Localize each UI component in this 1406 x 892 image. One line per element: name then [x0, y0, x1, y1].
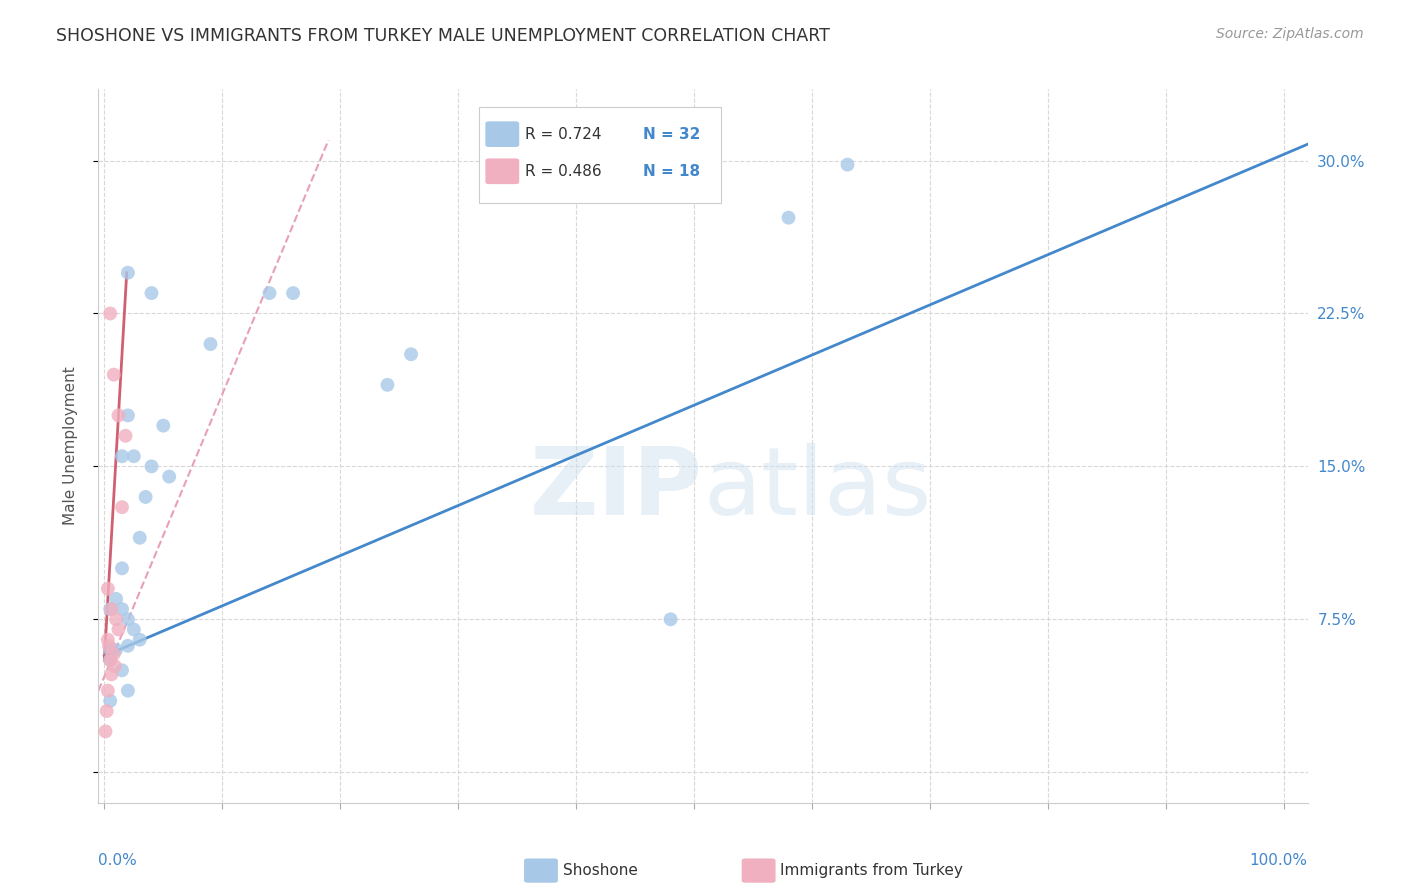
FancyBboxPatch shape	[524, 858, 558, 883]
Point	[157, 469, 180, 483]
Text: R = 0.724: R = 0.724	[526, 127, 602, 142]
Point	[98, 602, 121, 616]
Point	[105, 612, 128, 626]
Point	[117, 683, 139, 698]
Point	[94, 724, 117, 739]
Text: 100.0%: 100.0%	[1250, 853, 1308, 868]
Point	[837, 158, 859, 172]
Point	[778, 211, 800, 225]
Text: ZIP: ZIP	[530, 442, 703, 535]
Point	[111, 663, 134, 677]
Point	[98, 643, 121, 657]
Point	[103, 647, 125, 661]
Point	[128, 531, 150, 545]
FancyBboxPatch shape	[485, 159, 519, 184]
Point	[100, 667, 122, 681]
Point	[117, 266, 139, 280]
Point	[128, 632, 150, 647]
Point	[135, 490, 157, 504]
Point	[107, 409, 129, 423]
Text: N = 32: N = 32	[643, 127, 700, 142]
Point	[107, 623, 129, 637]
Text: Immigrants from Turkey: Immigrants from Turkey	[780, 863, 963, 878]
Point	[98, 306, 121, 320]
Point	[122, 623, 145, 637]
Point	[97, 632, 120, 647]
Text: Shoshone: Shoshone	[562, 863, 637, 878]
Text: Source: ZipAtlas.com: Source: ZipAtlas.com	[1216, 27, 1364, 41]
Point	[141, 286, 163, 301]
Point	[111, 561, 134, 575]
Point	[122, 449, 145, 463]
Point	[117, 612, 139, 626]
Point	[377, 377, 399, 392]
Point	[105, 643, 128, 657]
Point	[659, 612, 682, 626]
Text: N = 18: N = 18	[643, 164, 700, 178]
Point	[152, 418, 174, 433]
Point	[114, 429, 136, 443]
Point	[98, 653, 121, 667]
Point	[98, 653, 121, 667]
Point	[399, 347, 422, 361]
Point	[104, 659, 127, 673]
Point	[117, 409, 139, 423]
Point	[105, 591, 128, 606]
FancyBboxPatch shape	[742, 858, 776, 883]
Point	[98, 694, 121, 708]
Text: SHOSHONE VS IMMIGRANTS FROM TURKEY MALE UNEMPLOYMENT CORRELATION CHART: SHOSHONE VS IMMIGRANTS FROM TURKEY MALE …	[56, 27, 830, 45]
Point	[117, 639, 139, 653]
Point	[100, 602, 122, 616]
Point	[111, 449, 134, 463]
Point	[259, 286, 281, 301]
Point	[98, 639, 121, 653]
FancyBboxPatch shape	[485, 121, 519, 147]
Text: atlas: atlas	[703, 442, 931, 535]
Text: R = 0.486: R = 0.486	[526, 164, 602, 178]
Point	[97, 582, 120, 596]
Point	[103, 368, 125, 382]
Y-axis label: Male Unemployment: Male Unemployment	[63, 367, 77, 525]
Point	[281, 286, 304, 301]
Point	[111, 500, 134, 515]
Point	[141, 459, 163, 474]
Text: 0.0%: 0.0%	[98, 853, 138, 868]
Point	[97, 683, 120, 698]
FancyBboxPatch shape	[479, 107, 721, 203]
Point	[200, 337, 222, 351]
Point	[111, 602, 134, 616]
Point	[96, 704, 118, 718]
